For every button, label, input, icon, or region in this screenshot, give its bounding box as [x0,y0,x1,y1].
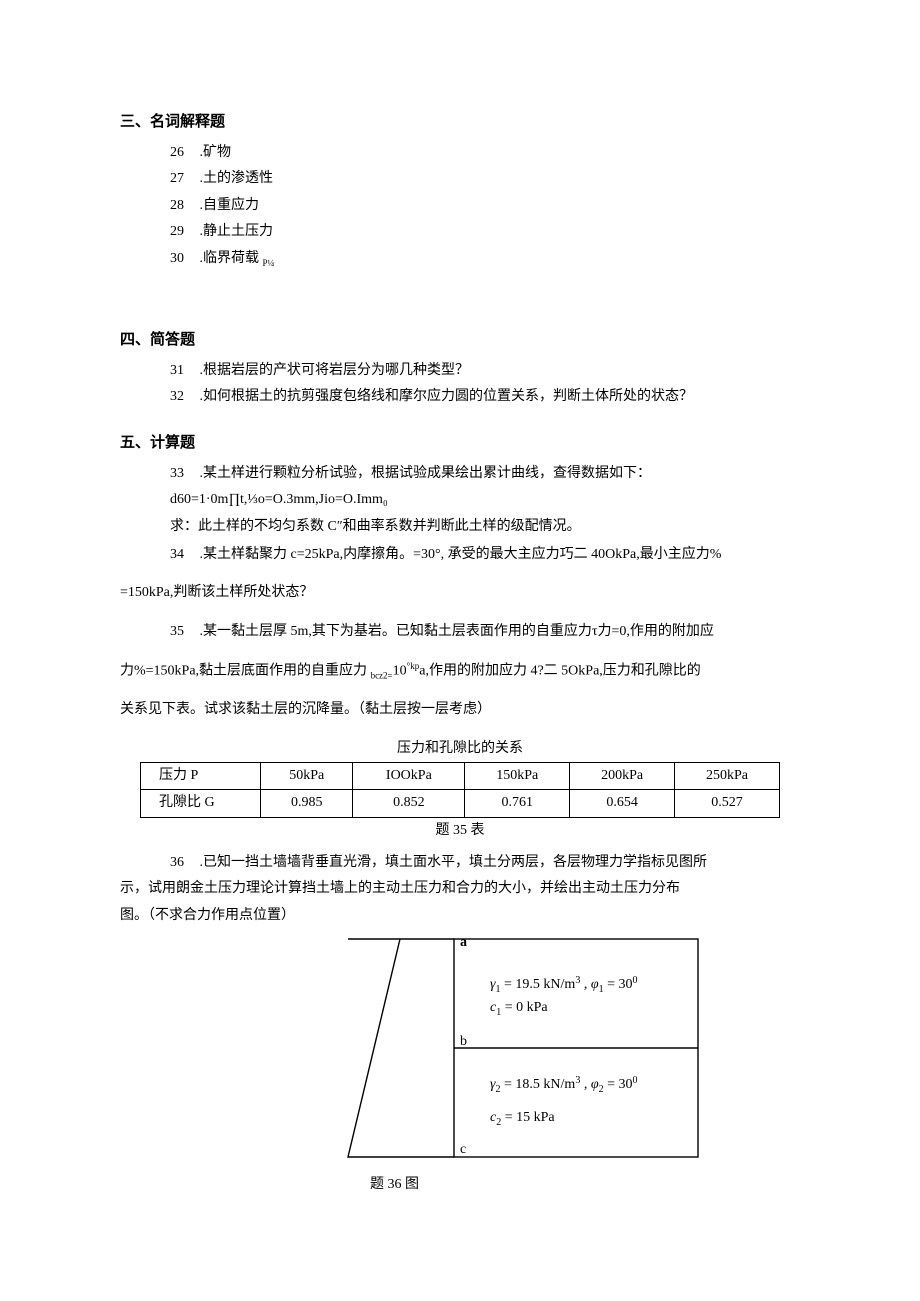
calc-33-l1: .某土样进行颗粒分析试验，根据试验成果绘出累计曲线，查得数据如下： [200,466,652,481]
table-35-label: 题 35 表 [120,820,800,842]
table-header-g: 孔隙比 G [141,790,261,817]
term-num: 29 [170,221,196,243]
calc-33: 33 .某土样进行颗粒分析试验，根据试验成果绘出累计曲线，查得数据如下： [170,463,800,485]
term-num: 30 [170,248,196,270]
item-num: 31 [170,360,196,382]
table-cell: 0.852 [353,790,465,817]
calc-35-l2b: 10 [393,664,407,679]
fig-label-c: c [460,1142,466,1157]
term-text: .矿物 [200,145,232,160]
table-row: 孔隙比 G 0.985 0.852 0.761 0.654 0.527 [141,790,780,817]
term-num: 27 [170,168,196,190]
item-text: .根据岩层的产状可将岩层分为哪几种类型？ [200,363,470,378]
table-header-p: 压力 P [141,762,261,789]
table-35: 压力 P 50kPa IOOkPa 150kPa 200kPa 250kPa 孔… [140,762,780,818]
calc-33-l3: 求：此土样的不均匀系数 C″和曲率系数并判断此土样的级配情况。 [170,516,800,538]
calc-36-l1: .已知一挡土墙墙背垂直光滑，填土面水平，填土分两层，各层物理力学指标见图所 [200,855,708,870]
figure-36-caption: 题 36 图 [370,1174,800,1196]
table-cell: 200kPa [570,762,675,789]
table-cell: 50kPa [261,762,353,789]
figure-36: a b c γ1 = 19.5 kN/m3 , φ1 = 300 c1 = 0 … [340,933,700,1171]
fig-label-b: b [460,1034,467,1049]
calc-35: 35 .某一黏土层厚 5m,其下为基岩。已知黏土层表面作用的自重应力τ力=0,作… [170,621,800,643]
term-text: .土的渗透性 [200,171,274,186]
term-29: 29 .静止土压力 [170,221,800,243]
calc-36-l2: 示，试用朗金土压力理论计算挡土墙上的主动土压力和合力的大小，并绘出主动土压力分布 [120,878,800,900]
section-4-heading: 四、简答题 [120,328,800,352]
term-num: 28 [170,195,196,217]
calc-35-l2c: a,作用的附加应力 4?二 5OkPa,压力和孔隙比的 [419,664,701,679]
item-text: .如何根据土的抗剪强度包络线和摩尔应力圆的位置关系，判断土体所处的状态？ [200,389,694,404]
calc-35-l3: 关系见下表。试求该黏土层的沉降量。（黏土层按一层考虑） [120,699,800,721]
calc-36: 36 .已知一挡土墙墙背垂直光滑，填土面水平，填土分两层，各层物理力学指标见图所 [170,852,800,874]
item-num: 33 [170,463,196,485]
term-sub: P¼ [263,257,275,267]
shortans-31: 31 .根据岩层的产状可将岩层分为哪几种类型？ [170,360,800,382]
table-cell: 150kPa [465,762,570,789]
calc-34-l1: .某土样黏聚力 c=25kPa,内摩擦角。=30°, 承受的最大主应力巧二 40… [200,547,722,562]
calc-35-l1: .某一黏土层厚 5m,其下为基岩。已知黏土层表面作用的自重应力τ力=0,作用的附… [200,624,714,639]
term-27: 27 .土的渗透性 [170,168,800,190]
table-cell: 0.654 [570,790,675,817]
calc-35-l2: 力%=150kPa,黏土层底面作用的自重应力 bcz2=10°kpa,作用的附加… [120,659,800,683]
term-28: 28 .自重应力 [170,195,800,217]
shortans-32: 32 .如何根据土的抗剪强度包络线和摩尔应力圆的位置关系，判断土体所处的状态？ [170,386,800,408]
shortans-list: 31 .根据岩层的产状可将岩层分为哪几种类型？ 32 .如何根据土的抗剪强度包络… [170,360,800,409]
table-cell: 250kPa [675,762,780,789]
figure-36-svg: a b c γ1 = 19.5 kN/m3 , φ1 = 300 c1 = 0 … [340,933,700,1163]
table-cell: IOOkPa [353,762,465,789]
section-3-heading: 三、名词解释题 [120,110,800,134]
calc-35-l2a: 力%=150kPa,黏土层底面作用的自重应力 [120,664,371,679]
item-num: 32 [170,386,196,408]
term-text: .自重应力 [200,198,260,213]
section-5-heading: 五、计算题 [120,431,800,455]
calc-36-l3: 图。（不求合力作用点位置） [120,905,800,927]
term-26: 26 .矿物 [170,142,800,164]
term-text: .静止土压力 [200,224,274,239]
item-num: 34 [170,544,196,566]
table-35-caption: 压力和孔隙比的关系 [120,738,800,760]
terms-list: 26 .矿物 27 .土的渗透性 28 .自重应力 29 .静止土压力 30 .… [170,142,800,270]
table-row: 压力 P 50kPa IOOkPa 150kPa 200kPa 250kPa [141,762,780,789]
item-num: 36 [170,852,196,874]
term-text: .临界荷载 [200,251,263,266]
calc-35-sup: °kp [407,661,420,671]
term-30: 30 .临界荷载 P¼ [170,248,800,270]
table-cell: 0.527 [675,790,780,817]
calc-34: 34 .某土样黏聚力 c=25kPa,内摩擦角。=30°, 承受的最大主应力巧二… [170,544,800,566]
calc-33-l2: d60=1·0m∏t,⅓o=O.3mm,Jio=O.Imm₀ [170,489,800,511]
table-cell: 0.761 [465,790,570,817]
calc-34-l2: =150kPa,判断该土样所处状态？ [120,582,800,604]
item-num: 35 [170,621,196,643]
fig-label-a: a [460,935,467,950]
term-num: 26 [170,142,196,164]
calc-35-sub: bcz2= [371,671,393,681]
table-cell: 0.985 [261,790,353,817]
